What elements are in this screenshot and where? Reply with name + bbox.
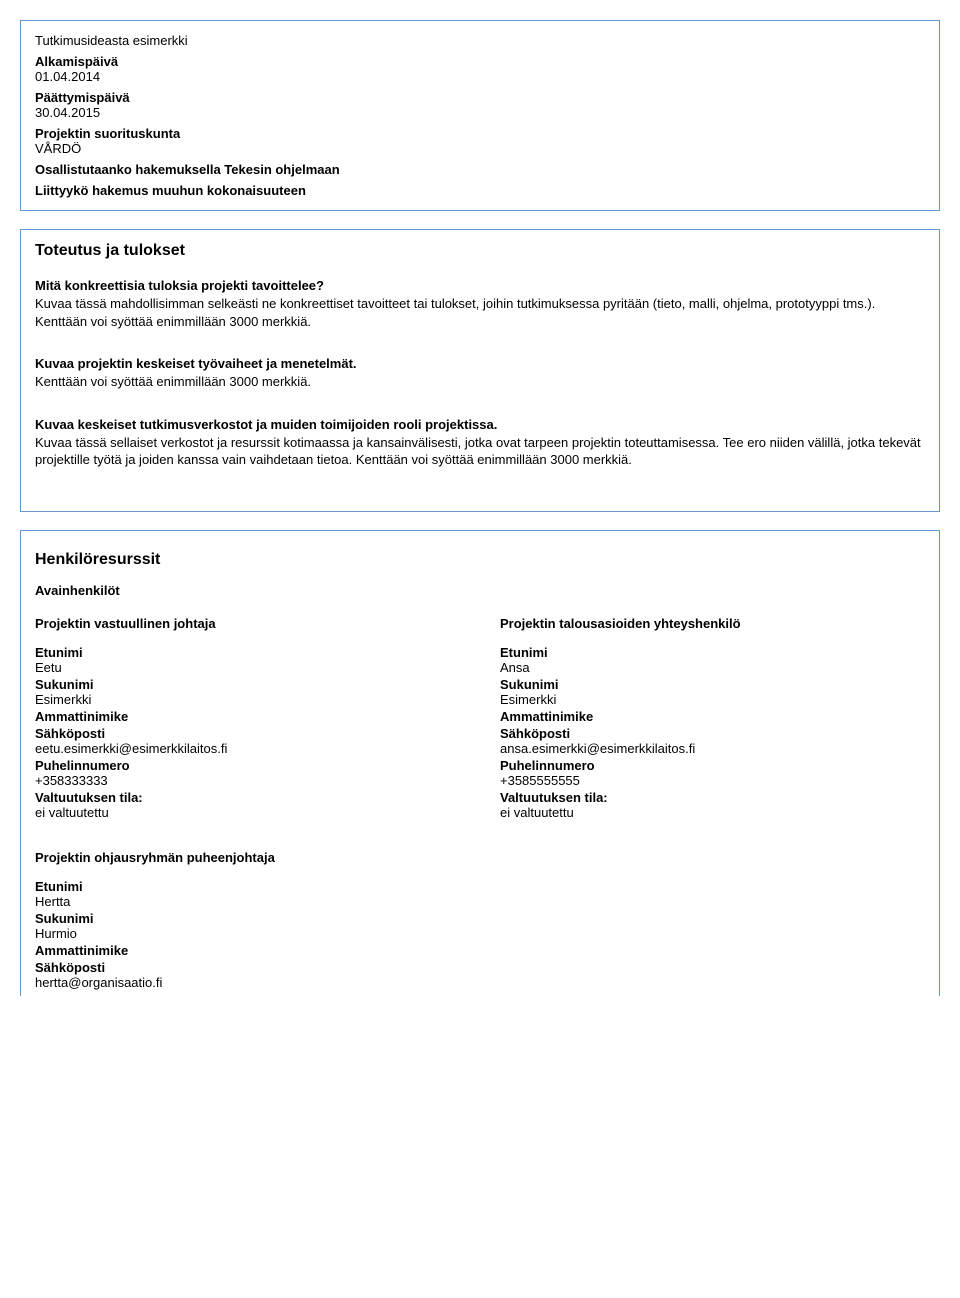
leader-firstname-value: Eetu [35, 660, 460, 675]
leader-auth-value: ei valtuutettu [35, 805, 460, 820]
finance-firstname-label: Etunimi [500, 645, 925, 660]
finance-lastname-value: Esimerkki [500, 692, 925, 707]
q3-description: Kuvaa tässä sellaiset verkostot ja resur… [35, 434, 925, 469]
project-basic-info-box: Tutkimusideasta esimerkki Alkamispäivä 0… [20, 20, 940, 211]
chair-jobtitle-label: Ammattinimike [35, 943, 925, 958]
finance-auth-label: Valtuutuksen tila: [500, 790, 925, 805]
finance-lastname-label: Sukunimi [500, 677, 925, 692]
q3-title: Kuvaa keskeiset tutkimusverkostot ja mui… [35, 417, 925, 432]
leader-firstname-label: Etunimi [35, 645, 460, 660]
end-date-label: Päättymispäivä [35, 90, 925, 105]
chair-role-title: Projektin ohjausryhmän puheenjohtaja [35, 850, 925, 865]
finance-auth-value: ei valtuutettu [500, 805, 925, 820]
finance-jobtitle-label: Ammattinimike [500, 709, 925, 724]
chair-lastname-value: Hurmio [35, 926, 925, 941]
finance-role-title: Projektin talousasioiden yhteyshenkilö [500, 616, 925, 631]
finance-firstname-value: Ansa [500, 660, 925, 675]
leader-phone-label: Puhelinnumero [35, 758, 460, 773]
persons-two-column: Projektin vastuullinen johtaja Etunimi E… [35, 616, 925, 822]
leader-lastname-label: Sukunimi [35, 677, 460, 692]
municipality-label: Projektin suorituskunta [35, 126, 925, 141]
start-date-value: 01.04.2014 [35, 69, 925, 84]
leader-phone-value: +358333333 [35, 773, 460, 788]
finance-phone-value: +3585555555 [500, 773, 925, 788]
linked-entity-label: Liittyykö hakemus muuhun kokonaisuuteen [35, 183, 925, 198]
leader-jobtitle-label: Ammattinimike [35, 709, 460, 724]
personnel-resources-box: Henkilöresurssit Avainhenkilöt Projektin… [20, 530, 940, 996]
end-date-value: 30.04.2015 [35, 105, 925, 120]
key-persons-subtitle: Avainhenkilöt [35, 583, 925, 598]
municipality-value: VÅRDÖ [35, 141, 925, 156]
start-date-label: Alkamispäivä [35, 54, 925, 69]
finance-contact-block: Projektin talousasioiden yhteyshenkilö E… [500, 616, 925, 822]
personnel-title: Henkilöresurssit [35, 551, 925, 569]
finance-email-label: Sähköposti [500, 726, 925, 741]
leader-email-value: eetu.esimerkki@esimerkkilaitos.fi [35, 741, 460, 756]
steering-chair-block: Projektin ohjausryhmän puheenjohtaja Etu… [35, 850, 925, 990]
chair-firstname-label: Etunimi [35, 879, 925, 894]
q1-description: Kuvaa tässä mahdollisimman selkeästi ne … [35, 295, 925, 330]
finance-phone-label: Puhelinnumero [500, 758, 925, 773]
q2-title: Kuvaa projektin keskeiset työvaiheet ja … [35, 356, 925, 371]
tekes-program-label: Osallistutaanko hakemuksella Tekesin ohj… [35, 162, 925, 177]
q2-description: Kenttään voi syöttää enimmillään 3000 me… [35, 373, 925, 391]
chair-email-label: Sähköposti [35, 960, 925, 975]
leader-auth-label: Valtuutuksen tila: [35, 790, 460, 805]
project-leader-block: Projektin vastuullinen johtaja Etunimi E… [35, 616, 460, 822]
leader-email-label: Sähköposti [35, 726, 460, 741]
chair-email-value: hertta@organisaatio.fi [35, 975, 925, 990]
finance-email-value: ansa.esimerkki@esimerkkilaitos.fi [500, 741, 925, 756]
chair-firstname-value: Hertta [35, 894, 925, 909]
q1-title: Mitä konkreettisia tuloksia projekti tav… [35, 278, 925, 293]
chair-lastname-label: Sukunimi [35, 911, 925, 926]
leader-role-title: Projektin vastuullinen johtaja [35, 616, 460, 631]
research-idea-line: Tutkimusideasta esimerkki [35, 33, 925, 48]
implementation-results-box: Toteutus ja tulokset Mitä konkreettisia … [20, 229, 940, 512]
implementation-title: Toteutus ja tulokset [35, 242, 925, 260]
leader-lastname-value: Esimerkki [35, 692, 460, 707]
